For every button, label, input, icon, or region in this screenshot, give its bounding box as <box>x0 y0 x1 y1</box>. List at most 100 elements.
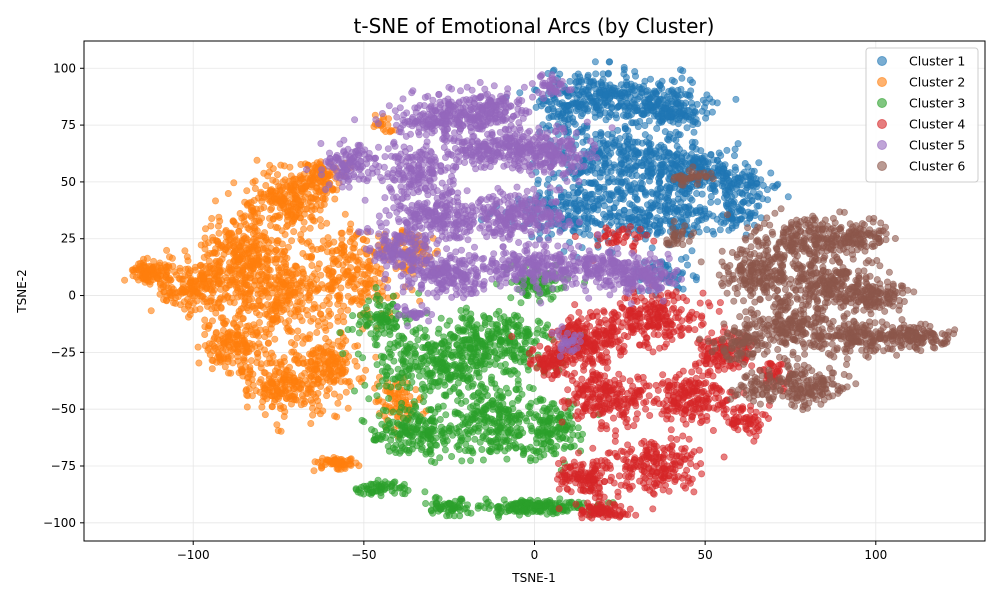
data-point <box>606 81 614 89</box>
data-point <box>299 339 307 347</box>
data-point <box>242 326 250 334</box>
data-point <box>281 408 289 416</box>
data-point <box>398 369 406 377</box>
data-point <box>346 238 354 246</box>
data-point <box>291 341 299 349</box>
data-point <box>445 362 453 370</box>
data-point <box>297 277 305 285</box>
data-point <box>143 254 151 262</box>
data-point <box>481 417 489 425</box>
data-point <box>784 193 792 201</box>
data-point <box>660 91 668 99</box>
data-point <box>338 229 346 237</box>
data-point <box>297 185 305 193</box>
data-point <box>270 284 278 292</box>
data-point <box>412 404 420 412</box>
data-point <box>708 98 716 106</box>
data-point <box>204 302 212 310</box>
data-point <box>341 355 349 363</box>
data-point <box>683 124 691 132</box>
data-point <box>319 301 327 309</box>
data-point <box>409 431 417 439</box>
data-point <box>457 437 465 445</box>
data-point <box>605 113 613 121</box>
data-point <box>219 326 227 334</box>
data-point <box>608 134 616 142</box>
data-point <box>412 386 420 394</box>
data-point <box>413 410 421 418</box>
data-point <box>280 371 288 379</box>
data-point <box>661 104 669 112</box>
data-point <box>677 110 685 118</box>
data-point <box>773 181 781 189</box>
data-point <box>274 427 282 435</box>
data-point <box>743 191 751 199</box>
data-point <box>278 379 286 387</box>
data-point <box>755 159 763 167</box>
data-point <box>309 305 317 313</box>
data-point <box>504 389 512 397</box>
data-point <box>178 275 186 283</box>
data-point <box>663 135 671 143</box>
data-point <box>655 119 663 127</box>
data-point <box>448 452 456 460</box>
data-point <box>708 108 716 116</box>
data-point <box>333 372 341 380</box>
data-point <box>466 336 474 344</box>
data-point <box>213 238 221 246</box>
data-point <box>440 354 448 362</box>
data-point <box>444 374 452 382</box>
data-point <box>574 105 582 113</box>
data-point <box>679 67 687 75</box>
data-point <box>421 344 429 352</box>
data-point <box>690 128 698 136</box>
data-point <box>730 152 738 160</box>
data-point <box>591 58 599 66</box>
data-point <box>571 195 579 203</box>
data-point <box>309 245 317 253</box>
data-point <box>698 154 706 162</box>
data-point <box>261 193 269 201</box>
data-point <box>298 237 306 245</box>
data-point <box>365 263 373 271</box>
data-point <box>261 411 269 419</box>
data-point <box>314 344 322 352</box>
data-point <box>386 128 394 136</box>
data-point <box>441 446 449 454</box>
data-point <box>500 313 508 321</box>
data-point <box>638 139 646 147</box>
data-point <box>277 186 285 194</box>
data-point <box>362 366 370 374</box>
data-point <box>695 216 703 224</box>
data-point <box>497 336 505 344</box>
data-point <box>385 394 393 402</box>
data-point <box>464 377 472 385</box>
data-point <box>208 365 216 373</box>
data-point <box>628 83 636 91</box>
data-point <box>414 336 422 344</box>
data-point <box>373 263 381 271</box>
data-point <box>325 270 333 278</box>
data-point <box>159 267 167 275</box>
data-point <box>658 77 666 85</box>
data-point <box>408 378 416 386</box>
data-point <box>503 436 511 444</box>
data-point <box>129 272 137 280</box>
data-point <box>165 263 173 271</box>
data-point <box>723 146 731 154</box>
data-point <box>564 212 572 220</box>
data-point <box>624 145 632 153</box>
data-point <box>560 102 568 110</box>
data-point <box>216 217 224 225</box>
data-point <box>248 213 256 221</box>
data-point <box>601 162 609 170</box>
data-point <box>731 145 739 153</box>
data-point <box>611 92 619 100</box>
data-point <box>278 283 286 291</box>
data-point <box>163 292 171 300</box>
data-point <box>616 161 624 169</box>
data-point <box>593 219 601 227</box>
data-point <box>244 224 252 232</box>
data-point <box>352 459 360 467</box>
data-point <box>656 100 664 108</box>
